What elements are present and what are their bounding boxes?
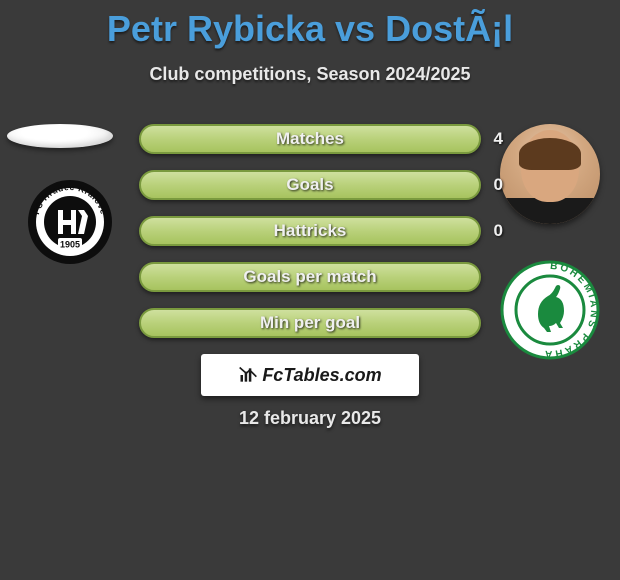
source-logo-text: FcTables.com	[262, 365, 381, 386]
stat-label: Min per goal	[260, 313, 360, 333]
stat-row-goals-per-match: Goals per match	[139, 262, 481, 292]
club-left-crest: FC Hradec Králové 1905	[20, 180, 120, 280]
stat-label: Matches	[276, 129, 344, 149]
stat-row-hattricks: Hattricks 0	[139, 216, 481, 246]
club-right-crest: BOHEMIANS PRAHA	[500, 260, 600, 360]
stat-label: Goals	[286, 175, 333, 195]
comparison-date: 12 february 2025	[0, 408, 620, 429]
stat-label: Goals per match	[243, 267, 376, 287]
stat-value: 0	[494, 221, 503, 241]
comparison-title: Petr Rybicka vs DostÃ¡l	[0, 0, 620, 50]
player-left-avatar	[7, 124, 113, 148]
stat-row-goals: Goals 0	[139, 170, 481, 200]
bar-chart-icon	[238, 365, 258, 385]
stat-row-matches: Matches 4	[139, 124, 481, 154]
stat-label: Hattricks	[274, 221, 347, 241]
stat-value: 4	[494, 129, 503, 149]
player-right-avatar	[500, 124, 600, 224]
club-left-year: 1905	[60, 240, 80, 250]
stat-value: 0	[494, 175, 503, 195]
source-logo: FcTables.com	[201, 354, 419, 396]
stat-row-min-per-goal: Min per goal	[139, 308, 481, 338]
comparison-subtitle: Club competitions, Season 2024/2025	[0, 64, 620, 85]
stats-bars: Matches 4 Goals 0 Hattricks 0 Goals per …	[139, 124, 481, 354]
